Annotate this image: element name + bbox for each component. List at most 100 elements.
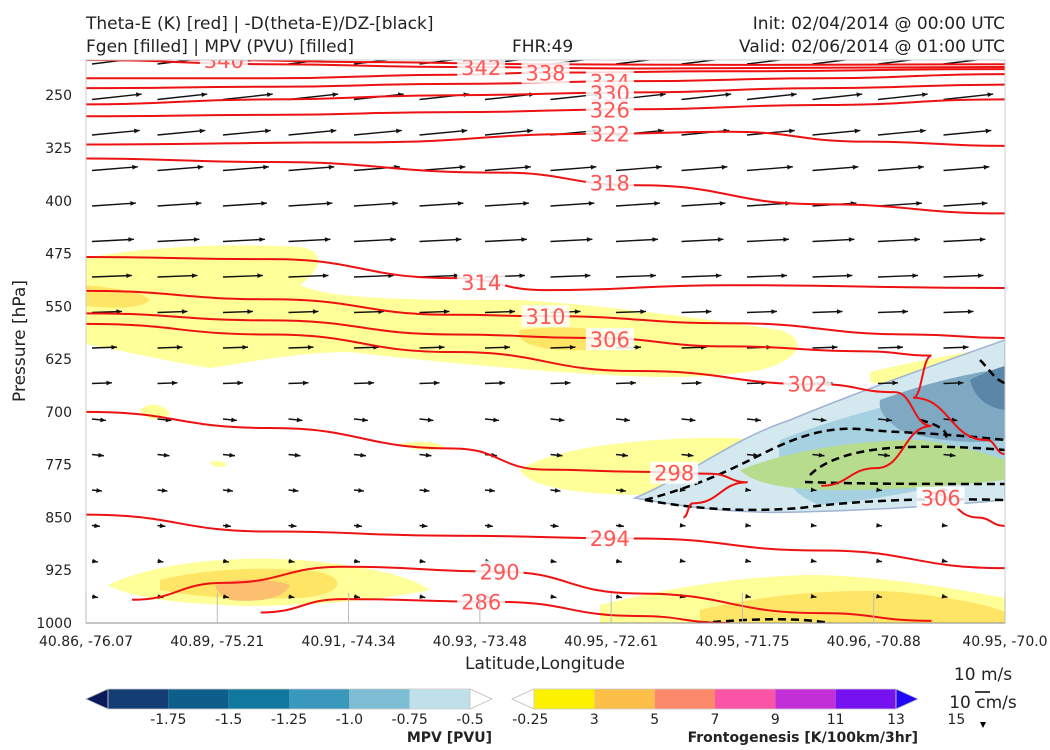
- y-axis-label: Pressure [hPa]: [10, 280, 30, 402]
- wind-vector-head: [616, 594, 622, 599]
- stability-contour-4: [804, 480, 1005, 486]
- wind-vector-head: [193, 237, 200, 242]
- wind-vector: [681, 93, 732, 101]
- wind-vector-head: [453, 273, 460, 279]
- wind-vector-head: [247, 309, 253, 314]
- wind-vector-head: [292, 488, 299, 493]
- wind-vector-head: [106, 380, 112, 386]
- wind-vector-head: [223, 558, 229, 564]
- wind-vector-head: [223, 594, 229, 599]
- wind-vector-head: [957, 380, 964, 386]
- wind-vector-head: [257, 273, 263, 279]
- wind-vector-head: [459, 164, 466, 170]
- wind-vector: [157, 274, 198, 278]
- wind-scale: 10 m/s 10 cm/s: [949, 665, 1017, 728]
- mpv-region-right-corner: [970, 366, 1005, 410]
- y-tick-label: 625: [45, 352, 72, 368]
- wind-vector: [419, 238, 462, 243]
- colorbar-tick-label: -1.5: [215, 712, 242, 728]
- wind-vector: [943, 274, 984, 278]
- colorbar-cell: [715, 689, 776, 709]
- wind-vector-head: [396, 128, 402, 134]
- theta-e-label-bg: [650, 461, 699, 484]
- wind-vector: [943, 60, 982, 65]
- wind-vector: [484, 238, 527, 243]
- wind-vector-head: [358, 488, 364, 493]
- y-tick-label: 850: [45, 510, 72, 526]
- theta-e-line-306: [86, 312, 1005, 456]
- wind-vector-head: [419, 558, 426, 564]
- wind-vector: [812, 93, 863, 101]
- colorbar-tick-label: -0.75: [392, 712, 428, 728]
- wind-vector: [157, 93, 208, 101]
- wind-vector-head: [725, 92, 732, 98]
- theta-e-label-bg: [783, 372, 832, 395]
- wind-vector-head: [771, 309, 777, 314]
- wind-vector: [681, 238, 724, 243]
- colorbar-cell: [409, 689, 470, 709]
- wind-scale-vertical: 10 cm/s: [949, 693, 1017, 713]
- wind-vector: [91, 166, 138, 172]
- theta-e-label: 294: [590, 527, 630, 551]
- stability-contour-3: [809, 445, 1005, 476]
- x-tick-label: 40.93, -73.48: [433, 634, 527, 650]
- theta-e-line-326: [86, 98, 1005, 118]
- wind-vector-head: [328, 164, 335, 170]
- wind-vector-head: [918, 164, 924, 170]
- wind-vector: [943, 166, 990, 172]
- theta-e-label-bg: [585, 98, 634, 121]
- wind-vector-head: [326, 201, 333, 206]
- wind-vector-head: [831, 344, 838, 350]
- wind-vector-head: [574, 309, 581, 314]
- wind-vector: [943, 129, 992, 136]
- wind-vector-head: [810, 523, 817, 528]
- wind-vector-head: [237, 380, 243, 386]
- theta-e-line-314: [86, 256, 1005, 292]
- theta-e-label: 290: [480, 561, 520, 585]
- wind-vector-head: [504, 344, 510, 350]
- wind-vector-head: [745, 523, 751, 528]
- colorbar-tick-label: 13: [887, 712, 905, 728]
- wind-vector-head: [288, 558, 295, 564]
- valid-time: Valid: 02/06/2014 @ 01:00 UTC: [739, 37, 1005, 57]
- wind-vector: [157, 202, 202, 207]
- wind-vector: [484, 202, 529, 207]
- wind-vector: [353, 274, 394, 278]
- wind-vector: [353, 238, 396, 243]
- wind-vector-head: [892, 380, 898, 386]
- wind-vector: [157, 238, 200, 243]
- colorbar-label: Frontogenesis [K/100km/3hr]: [688, 730, 918, 746]
- wind-vector-head: [951, 417, 958, 423]
- colorbar-cell: [168, 689, 229, 709]
- wind-vector-head: [455, 237, 462, 242]
- wind-vector-head: [876, 523, 882, 528]
- wind-vector: [746, 274, 787, 278]
- wind-vector-head: [195, 201, 202, 206]
- wind-vector-head: [687, 452, 694, 458]
- wind-vector-head: [307, 344, 314, 350]
- theta-e-label: 302: [787, 372, 827, 396]
- theta-e-line-318: [86, 157, 1005, 215]
- wind-vector: [550, 274, 591, 278]
- wind-vector-head: [916, 201, 922, 206]
- wind-vector-head: [354, 558, 360, 564]
- wind-vector: [288, 274, 329, 278]
- wind-vector-head: [902, 309, 908, 314]
- wind-vector-head: [745, 558, 751, 564]
- wind-vector-head: [630, 380, 636, 386]
- wind-vector-head: [987, 92, 994, 98]
- wind-vector-head: [781, 273, 787, 279]
- colorbar-cell: [228, 689, 289, 709]
- wind-vector-head: [360, 452, 366, 458]
- wind-vector-head: [818, 452, 825, 458]
- wind-vector-head: [128, 237, 134, 242]
- wind-vector-head: [721, 164, 728, 170]
- wind-vector-head: [679, 523, 686, 528]
- theta-e-label: 322: [590, 123, 630, 147]
- fgen-region-right-green: [740, 440, 1005, 490]
- theta-e-label: 338: [525, 62, 565, 86]
- wind-vector: [746, 60, 786, 65]
- wind-vector-head: [554, 488, 561, 493]
- wind-vector-head: [242, 344, 248, 350]
- wind-vector-head: [443, 309, 450, 314]
